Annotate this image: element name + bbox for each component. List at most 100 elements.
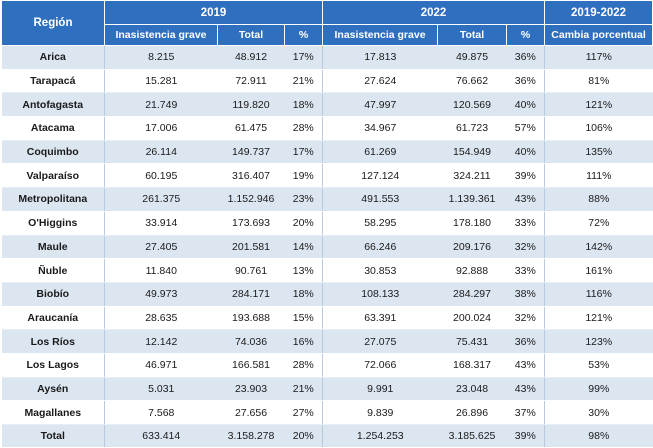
pct-2019-cell: 13% — [284, 258, 324, 283]
ins-2022-cell: 27.075 — [322, 329, 438, 354]
pct-2022-cell: 39% — [506, 424, 546, 448]
pct-2022-cell: 36% — [506, 69, 546, 94]
pct-2022-cell: 43% — [506, 187, 546, 212]
header-ins-2019: Inasistencia grave — [104, 24, 218, 46]
pct-2022-cell: 57% — [506, 116, 546, 141]
pct-2019-cell: 18% — [284, 92, 324, 118]
header-region: Región — [1, 0, 105, 46]
ins-2019-cell: 21.749 — [104, 92, 218, 118]
total-2019-cell: 316.407 — [217, 163, 285, 189]
change-cell: 161% — [544, 258, 653, 283]
total-2022-cell: 324.211 — [437, 163, 507, 189]
table-row: Ñuble 11.840 90.761 13% 30.853 92.888 33% 161% — [1, 258, 653, 283]
table-row: Los Lagos 46.971 166.581 28% 72.066 168.317 43… — [1, 353, 653, 378]
total-2022-cell: 92.888 — [437, 258, 507, 283]
table-body: Arica 8.215 48.912 17% 17.813 49.875 36% 117% Ta… — [1, 45, 653, 448]
pct-2022-cell: 33% — [506, 258, 546, 283]
total-2022-cell: 61.723 — [437, 116, 507, 141]
ins-2019-cell: 33.914 — [104, 211, 218, 236]
pct-2022-cell: 32% — [506, 235, 546, 260]
ins-2019-cell: 8.215 — [104, 45, 218, 70]
pct-2019-cell: 18% — [284, 282, 324, 307]
total-2019-cell: 166.581 — [217, 353, 285, 378]
change-cell: 99% — [544, 377, 653, 402]
ins-2022-cell: 34.967 — [322, 116, 438, 141]
table-row: Valparaíso 60.195 316.407 19% 127.124 324.211… — [1, 163, 653, 189]
region-cell: Ñuble — [1, 258, 105, 283]
table-row: Metropolitana 261.375 1.152.946 23% 491.553 1… — [1, 187, 653, 212]
total-2022-cell: 23.048 — [437, 377, 507, 402]
total-2022-cell: 76.662 — [437, 69, 507, 94]
pct-2019-cell: 28% — [284, 353, 324, 378]
change-cell: 135% — [544, 140, 653, 165]
total-2019-cell: 48.912 — [217, 45, 285, 70]
header-year-2019: 2019 — [103, 0, 324, 25]
region-cell: Los Lagos — [1, 353, 105, 378]
change-cell: 121% — [544, 92, 653, 118]
pct-2019-cell: 27% — [284, 400, 324, 425]
header-total-2022: Total — [437, 24, 508, 46]
change-cell: 142% — [544, 235, 653, 260]
region-cell: Maule — [1, 235, 105, 260]
region-cell: Biobío — [1, 282, 105, 307]
pct-2019-cell: 17% — [284, 45, 324, 70]
change-cell: 111% — [544, 163, 653, 189]
ins-2022-cell: 58.295 — [322, 211, 438, 236]
ins-2019-cell: 5.031 — [104, 377, 218, 402]
change-cell: 98% — [544, 424, 653, 448]
ins-2019-cell: 28.635 — [104, 306, 218, 331]
ins-2022-cell: 63.391 — [322, 306, 438, 331]
total-2019-cell: 90.761 — [217, 258, 285, 283]
ins-2022-cell: 491.553 — [322, 187, 438, 212]
pct-2019-cell: 23% — [284, 187, 324, 212]
table-row: Biobío 49.973 284.171 18% 108.133 284.297 38% 1… — [1, 282, 653, 307]
change-cell: 53% — [544, 353, 653, 378]
total-2019-cell: 74.036 — [217, 329, 285, 354]
ins-2019-cell: 15.281 — [104, 69, 218, 94]
total-2019-cell: 27.656 — [217, 400, 285, 425]
change-cell: 123% — [544, 329, 653, 354]
pct-2022-cell: 43% — [506, 377, 546, 402]
header-change-period: 2019-2022 — [544, 0, 653, 25]
pct-2019-cell: 16% — [284, 329, 324, 354]
ins-2019-cell: 27.405 — [104, 235, 218, 260]
pct-2019-cell: 21% — [284, 69, 324, 94]
pct-2019-cell: 28% — [284, 116, 324, 141]
change-cell: 121% — [544, 306, 653, 331]
ins-2022-cell: 66.246 — [322, 235, 438, 260]
pct-2022-cell: 40% — [506, 140, 546, 165]
total-2019-cell: 3.158.278 — [217, 424, 285, 448]
total-2022-cell: 154.949 — [437, 140, 507, 165]
change-cell: 30% — [544, 400, 653, 425]
change-cell: 81% — [544, 69, 653, 94]
ins-2022-cell: 61.269 — [322, 140, 438, 165]
ins-2022-cell: 9.991 — [322, 377, 438, 402]
pct-2022-cell: 39% — [506, 163, 546, 189]
ins-2019-cell: 60.195 — [104, 163, 218, 189]
table-row: Los Ríos 12.142 74.036 16% 27.075 75.431 36% 12… — [1, 329, 653, 354]
ins-2022-cell: 9.839 — [322, 400, 438, 425]
total-2019-cell: 149.737 — [217, 140, 285, 165]
total-2019-cell: 1.152.946 — [217, 187, 285, 212]
ins-2022-cell: 72.066 — [322, 353, 438, 378]
ins-2022-cell: 30.853 — [322, 258, 438, 283]
total-2022-cell: 49.875 — [437, 45, 507, 70]
pct-2019-cell: 17% — [284, 140, 324, 165]
table-row: Magallanes 7.568 27.656 27% 9.839 26.896 37% 30… — [1, 400, 653, 425]
ins-2019-cell: 11.840 — [104, 258, 218, 283]
total-2019-cell: 173.693 — [217, 211, 285, 236]
pct-2019-cell: 19% — [284, 163, 324, 189]
header-year-2022: 2022 — [322, 0, 546, 25]
table-row: O'Higgins 33.914 173.693 20% 58.295 178.180 33… — [1, 211, 653, 236]
change-cell: 117% — [544, 45, 653, 70]
pct-2019-cell: 15% — [284, 306, 324, 331]
region-cell: O'Higgins — [1, 211, 105, 236]
total-2019-cell: 23.903 — [217, 377, 285, 402]
table-row: Aysén 5.031 23.903 21% 9.991 23.048 43% 99% — [1, 377, 653, 402]
region-cell: Coquimbo — [1, 140, 105, 165]
total-2019-cell: 119.820 — [217, 92, 285, 118]
total-2022-cell: 178.180 — [437, 211, 507, 236]
pct-2019-cell: 20% — [284, 424, 324, 448]
change-cell: 72% — [544, 211, 653, 236]
